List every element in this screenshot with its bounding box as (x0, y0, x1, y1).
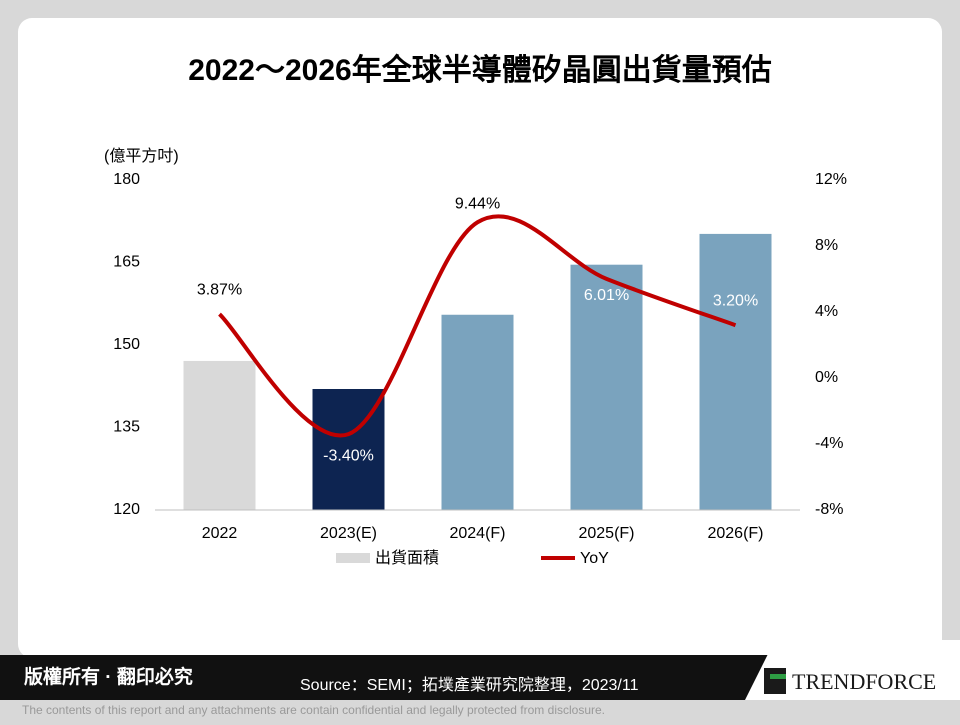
legend-swatch (336, 553, 370, 563)
logo-icon (764, 668, 786, 694)
copyright: 版權所有 · 翻印必究 (24, 665, 193, 688)
data-label: 6.01% (584, 287, 629, 304)
y-tick-label: 180 (113, 171, 140, 188)
y2-tick-label: 4% (815, 303, 838, 320)
logo-band (745, 640, 960, 700)
x-tick-label: 2023(E) (320, 525, 377, 542)
data-label: -3.40% (323, 447, 374, 464)
y-tick-label: 135 (113, 419, 140, 436)
chart-title: 2022～2026年全球半導體矽晶圓出貨量預估 (188, 53, 771, 87)
legend-label: YoY (580, 550, 609, 567)
data-label: 9.44% (455, 195, 500, 212)
y-axis-label: (億平方吋) (104, 147, 179, 165)
yoy-line (218, 214, 737, 438)
y2-tick-label: 0% (815, 369, 838, 386)
bar (183, 360, 256, 510)
footer-band (0, 655, 790, 700)
x-tick-label: 2025(F) (578, 525, 634, 542)
y2-tick-label: -4% (815, 435, 843, 452)
y2-tick-label: -8% (815, 501, 843, 518)
disclaimer: The contents of this report and any atta… (22, 703, 605, 717)
data-label: 3.87% (197, 281, 242, 298)
y2-tick-label: 8% (815, 237, 838, 254)
bar (441, 314, 514, 510)
source: Source：SEMI；拓墣產業研究院整理，2023/11 (300, 676, 639, 694)
bar (570, 264, 643, 510)
legend-label: 出貨面積 (375, 549, 439, 567)
x-tick-label: 2026(F) (707, 525, 763, 542)
y2-tick-label: 12% (815, 171, 847, 188)
logo-icon-green (770, 674, 786, 679)
y-tick-label: 120 (113, 501, 140, 518)
bar (699, 233, 772, 510)
brand: TRENDFORCE (792, 669, 936, 694)
data-label: 3.20% (713, 292, 758, 309)
y-tick-label: 150 (113, 336, 140, 353)
y-tick-label: 165 (113, 254, 140, 271)
x-tick-label: 2024(F) (449, 525, 505, 542)
x-tick-label: 2022 (202, 525, 238, 542)
